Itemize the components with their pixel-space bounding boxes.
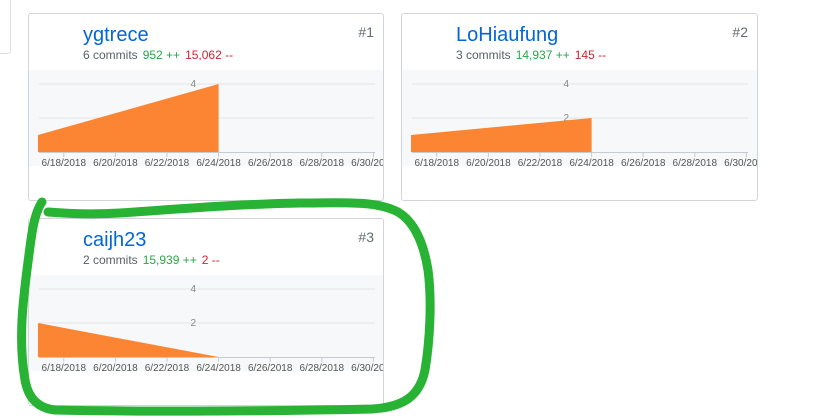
x-tick-label: 6/26/2018 [621,158,666,169]
additions-count: 952 ++ [142,48,181,62]
y-tick-label: 2 [563,113,569,124]
commit-stats: 3 commits 14,937 ++ 145 -- [456,48,606,62]
x-tick-label: 6/24/2018 [569,158,614,169]
x-tick-label: 6/18/2018 [42,363,87,374]
chart-svg: 4 2 6/18/2018 6/20/2018 6/22/2018 6/24/2018 6/… [29,275,384,374]
card-header: LoHiaufung 3 commits 14,937 ++ 145 -- #2 [402,14,757,70]
rank-badge: #2 [732,24,748,40]
x-tick-label: 6/26/2018 [248,158,293,169]
deletions-count: 2 -- [201,253,220,267]
x-tick-label: 6/18/2018 [42,158,87,169]
contribution-graph: 4 2 6/18/2018 6/20/2018 6/22/2018 6/24/2018 6/… [402,70,758,194]
rank-badge: #1 [358,24,374,40]
contributor-card: LoHiaufung 3 commits 14,937 ++ 145 -- #2 4 2 6/… [401,13,758,201]
commit-count[interactable]: 3 commits [456,48,511,62]
x-tick-label: 6/30/2018 [724,158,758,169]
deletions-count: 15,062 -- [185,48,234,62]
contributor-name-link[interactable]: LoHiaufung [456,24,559,46]
contributor-name-link[interactable]: caijh23 [83,229,147,251]
y-tick-label: 4 [563,79,569,90]
contribution-graph: 4 2 6/18/2018 6/20/2018 6/22/2018 6/24/2018 6/… [29,275,384,399]
x-tick-label: 6/18/2018 [415,158,460,169]
commit-count[interactable]: 2 commits [83,253,138,267]
commit-area [411,118,592,152]
x-tick-label: 6/28/2018 [673,158,718,169]
x-tick-label: 6/30/2018 [351,363,384,374]
y-tick-label: 4 [190,284,196,295]
x-tick-label: 6/28/2018 [300,158,345,169]
commit-area [38,84,219,152]
contributor-card: caijh23 2 commits 15,939 ++ 2 -- #3 4 2 6/18/20… [28,218,384,406]
x-tick-label: 6/20/2018 [466,158,511,169]
x-tick-label: 6/30/2018 [351,158,384,169]
additions-count: 14,937 ++ [515,48,570,62]
side-panel-edge [0,0,11,54]
chart-svg: 426/18/20186/20/20186/22/20186/24/20186/… [29,70,384,169]
y-tick-label: 2 [190,318,196,329]
card-header: caijh23 2 commits 15,939 ++ 2 -- #3 [29,219,383,275]
x-tick-label: 6/26/2018 [248,363,293,374]
x-tick-label: 6/22/2018 [145,363,190,374]
y-tick-label: 4 [190,79,196,90]
card-header: ygtrece 6 commits 952 ++ 15,062 -- #1 [29,14,383,70]
x-tick-label: 6/22/2018 [518,158,563,169]
x-tick-label: 6/22/2018 [145,158,190,169]
commit-stats: 2 commits 15,939 ++ 2 -- [83,253,220,267]
commit-stats: 6 commits 952 ++ 15,062 -- [83,48,233,62]
x-tick-label: 6/28/2018 [300,363,345,374]
x-tick-label: 6/24/2018 [196,363,241,374]
rank-badge: #3 [358,229,374,245]
x-tick-label: 6/24/2018 [196,158,241,169]
deletions-count: 145 -- [574,48,607,62]
contributor-name-link[interactable]: ygtrece [83,24,149,46]
commit-count[interactable]: 6 commits [83,48,138,62]
contribution-graph: 426/18/20186/20/20186/22/20186/24/20186/… [29,70,384,194]
x-tick-label: 6/20/2018 [93,363,138,374]
chart-svg: 4 2 6/18/2018 6/20/2018 6/22/2018 6/24/2018 6/… [402,70,758,169]
x-tick-label: 6/20/2018 [93,158,138,169]
additions-count: 15,939 ++ [142,253,197,267]
